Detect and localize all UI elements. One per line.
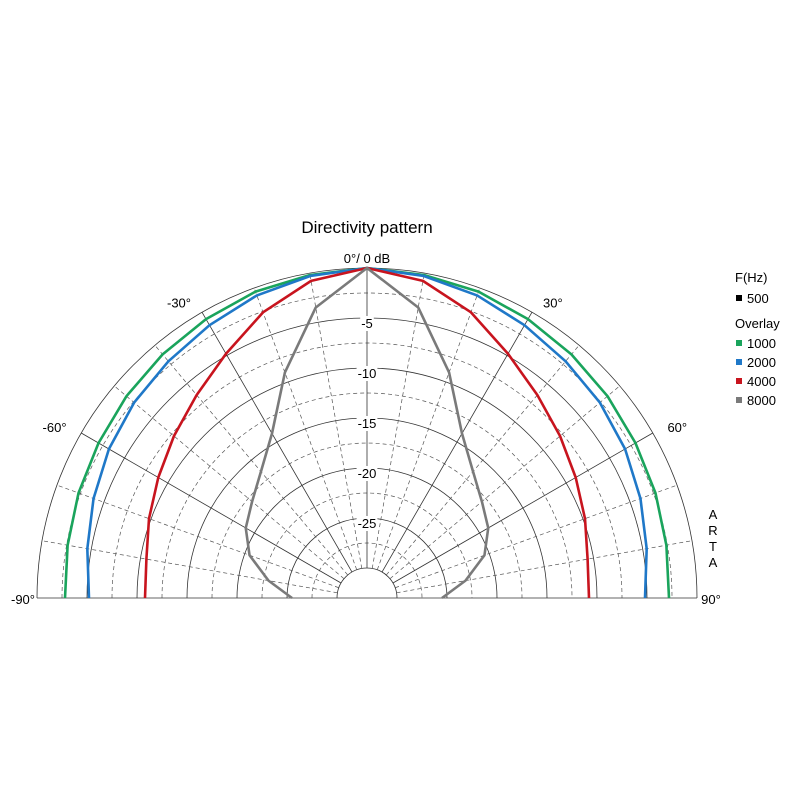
grid-spoke-minor <box>309 272 363 569</box>
angle-label: 30° <box>543 296 563 311</box>
grid-spoke-minor <box>371 272 425 569</box>
grid-spoke-minor <box>56 484 339 589</box>
watermark-letter: A <box>709 507 718 522</box>
legend-item-8000: 8000 <box>747 393 776 408</box>
legend-swatch-1000 <box>736 340 742 346</box>
radial-tick-label-bg <box>356 516 378 531</box>
legend-swatch-4000 <box>736 378 742 384</box>
series-curve-8000 <box>244 266 490 600</box>
grid-spoke-minor <box>389 385 621 579</box>
legend-overlay-title: Overlay <box>735 316 780 331</box>
radial-origin-label: 0°/ 0 dB <box>344 251 390 266</box>
radial-tick-label: -15 <box>358 416 377 431</box>
grid-spoke <box>201 312 353 573</box>
grid-spoke-minor <box>395 484 678 589</box>
legend-item-2000: 2000 <box>747 355 776 370</box>
angle-label: -60° <box>43 420 67 435</box>
grid-spoke-minor <box>396 540 693 594</box>
grid-spoke-minor <box>376 287 481 570</box>
radial-tick-label: -5 <box>361 316 373 331</box>
grid-spoke-minor <box>386 344 580 576</box>
grid-ring-minor <box>161 392 573 599</box>
legend: F(Hz) 500 Overlay 1000 2000 4000 8000 <box>735 270 780 408</box>
grid-spoke-minor <box>41 540 338 594</box>
grid-spoke <box>381 312 533 573</box>
grid-spoke <box>392 432 653 584</box>
radial-tick-label: -25 <box>358 516 377 531</box>
legend-swatch-8000 <box>736 397 742 403</box>
legend-swatch-2000 <box>736 359 742 365</box>
grid-spoke <box>81 432 342 584</box>
watermark-letter: R <box>708 523 717 538</box>
chart-title: Directivity pattern <box>301 218 432 237</box>
grid-spoke-minor <box>113 385 345 579</box>
grid-ring-center <box>336 567 398 599</box>
series-curves <box>63 266 671 600</box>
angle-label: 90° <box>701 592 721 607</box>
radial-tick-label-bg <box>356 416 378 431</box>
grid-spoke-minor <box>253 287 358 570</box>
axis-labels: -5 -10 -15 -20 -25 -90° -60° -30° 30° 60° 90° <box>11 296 721 607</box>
angle-label: 60° <box>667 420 687 435</box>
radial-tick-label: -20 <box>358 466 377 481</box>
legend-item-4000: 4000 <box>747 374 776 389</box>
legend-item-1000: 1000 <box>747 336 776 351</box>
radial-tick-label-bg <box>356 366 378 381</box>
watermark-letter: A <box>709 555 718 570</box>
angle-label: -90° <box>11 592 35 607</box>
radial-tick-label-bg <box>356 466 378 481</box>
legend-swatch-base <box>736 295 742 301</box>
grid-spoke-minor <box>154 344 348 576</box>
radial-tick-label-bg <box>360 316 374 331</box>
angle-label: -30° <box>167 296 191 311</box>
legend-item-base: 500 <box>747 291 769 306</box>
radial-tick-label: -10 <box>358 366 377 381</box>
legend-header: F(Hz) <box>735 270 768 285</box>
watermark-letter: T <box>709 539 717 554</box>
